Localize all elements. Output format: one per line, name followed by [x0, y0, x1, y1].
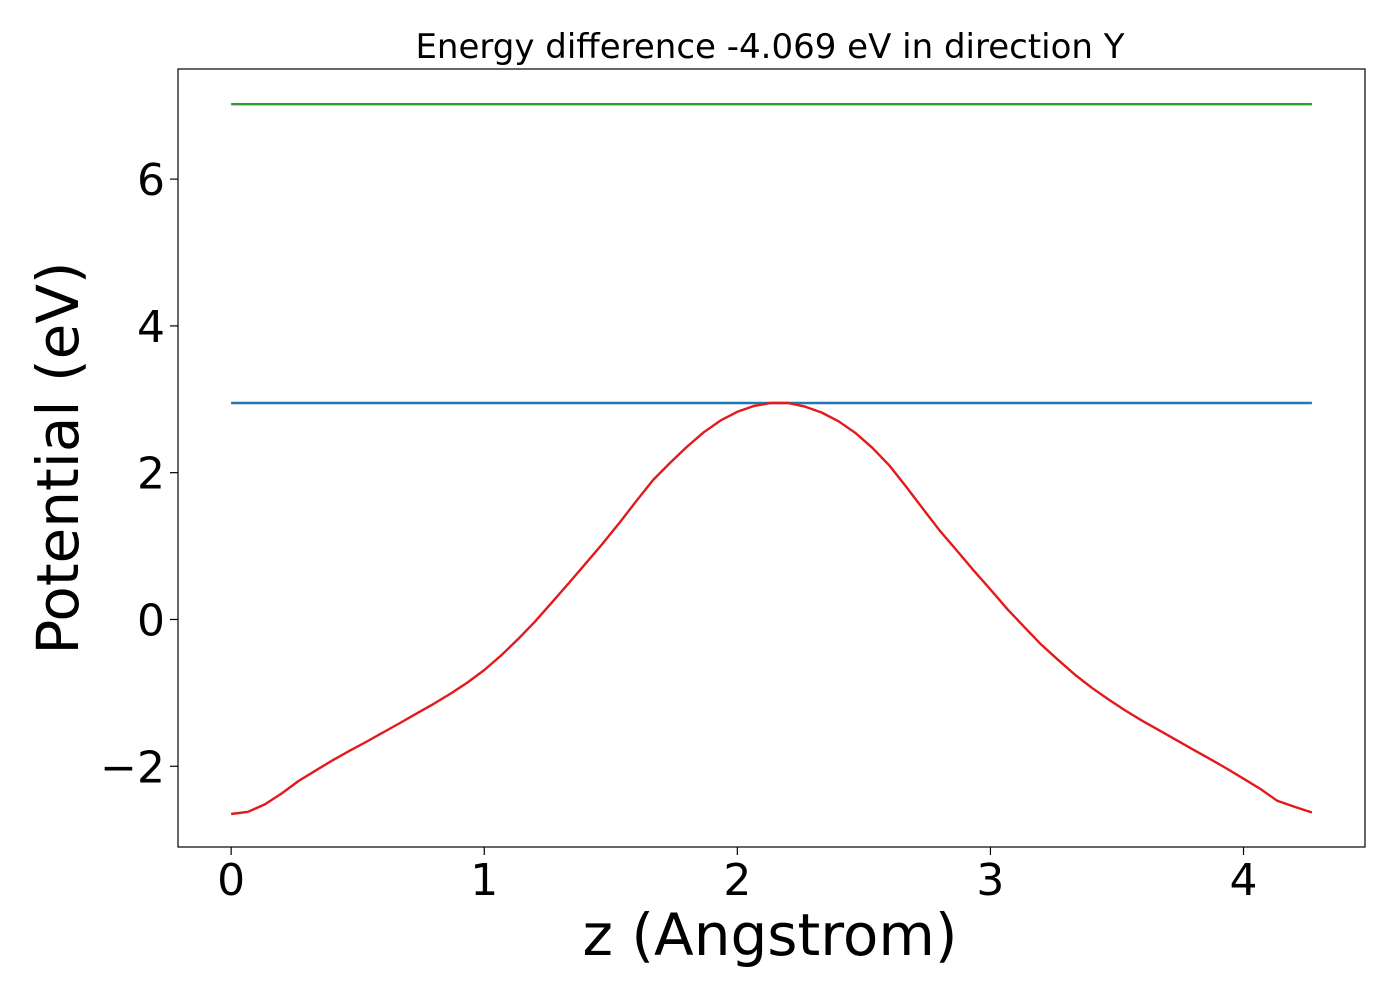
axes-frame	[177, 68, 1366, 848]
y-tick-label: 4	[137, 302, 165, 353]
x-tick-label: 3	[976, 855, 1004, 906]
chart-title: Energy difference -4.069 eV in direction…	[415, 27, 1124, 67]
x-tick-label: 2	[723, 855, 751, 906]
y-axis-label: Potential (eV)	[24, 261, 92, 654]
plot-area	[230, 102, 1313, 816]
x-tick-label: 0	[217, 855, 245, 906]
y-tick-label: 6	[137, 155, 165, 206]
x-axis-label: z (Angstrom)	[583, 901, 958, 969]
y-axis-ticks: −2 0 2 4 6	[100, 155, 178, 793]
y-tick-label: 2	[137, 449, 165, 500]
y-tick-label: 0	[137, 595, 165, 646]
x-axis-ticks: 0 1 2 3 4	[217, 847, 1258, 906]
x-tick-label: 4	[1230, 855, 1258, 906]
x-tick-label: 1	[470, 855, 498, 906]
series-line-red	[230, 401, 1313, 816]
y-tick-label: −2	[100, 742, 165, 793]
